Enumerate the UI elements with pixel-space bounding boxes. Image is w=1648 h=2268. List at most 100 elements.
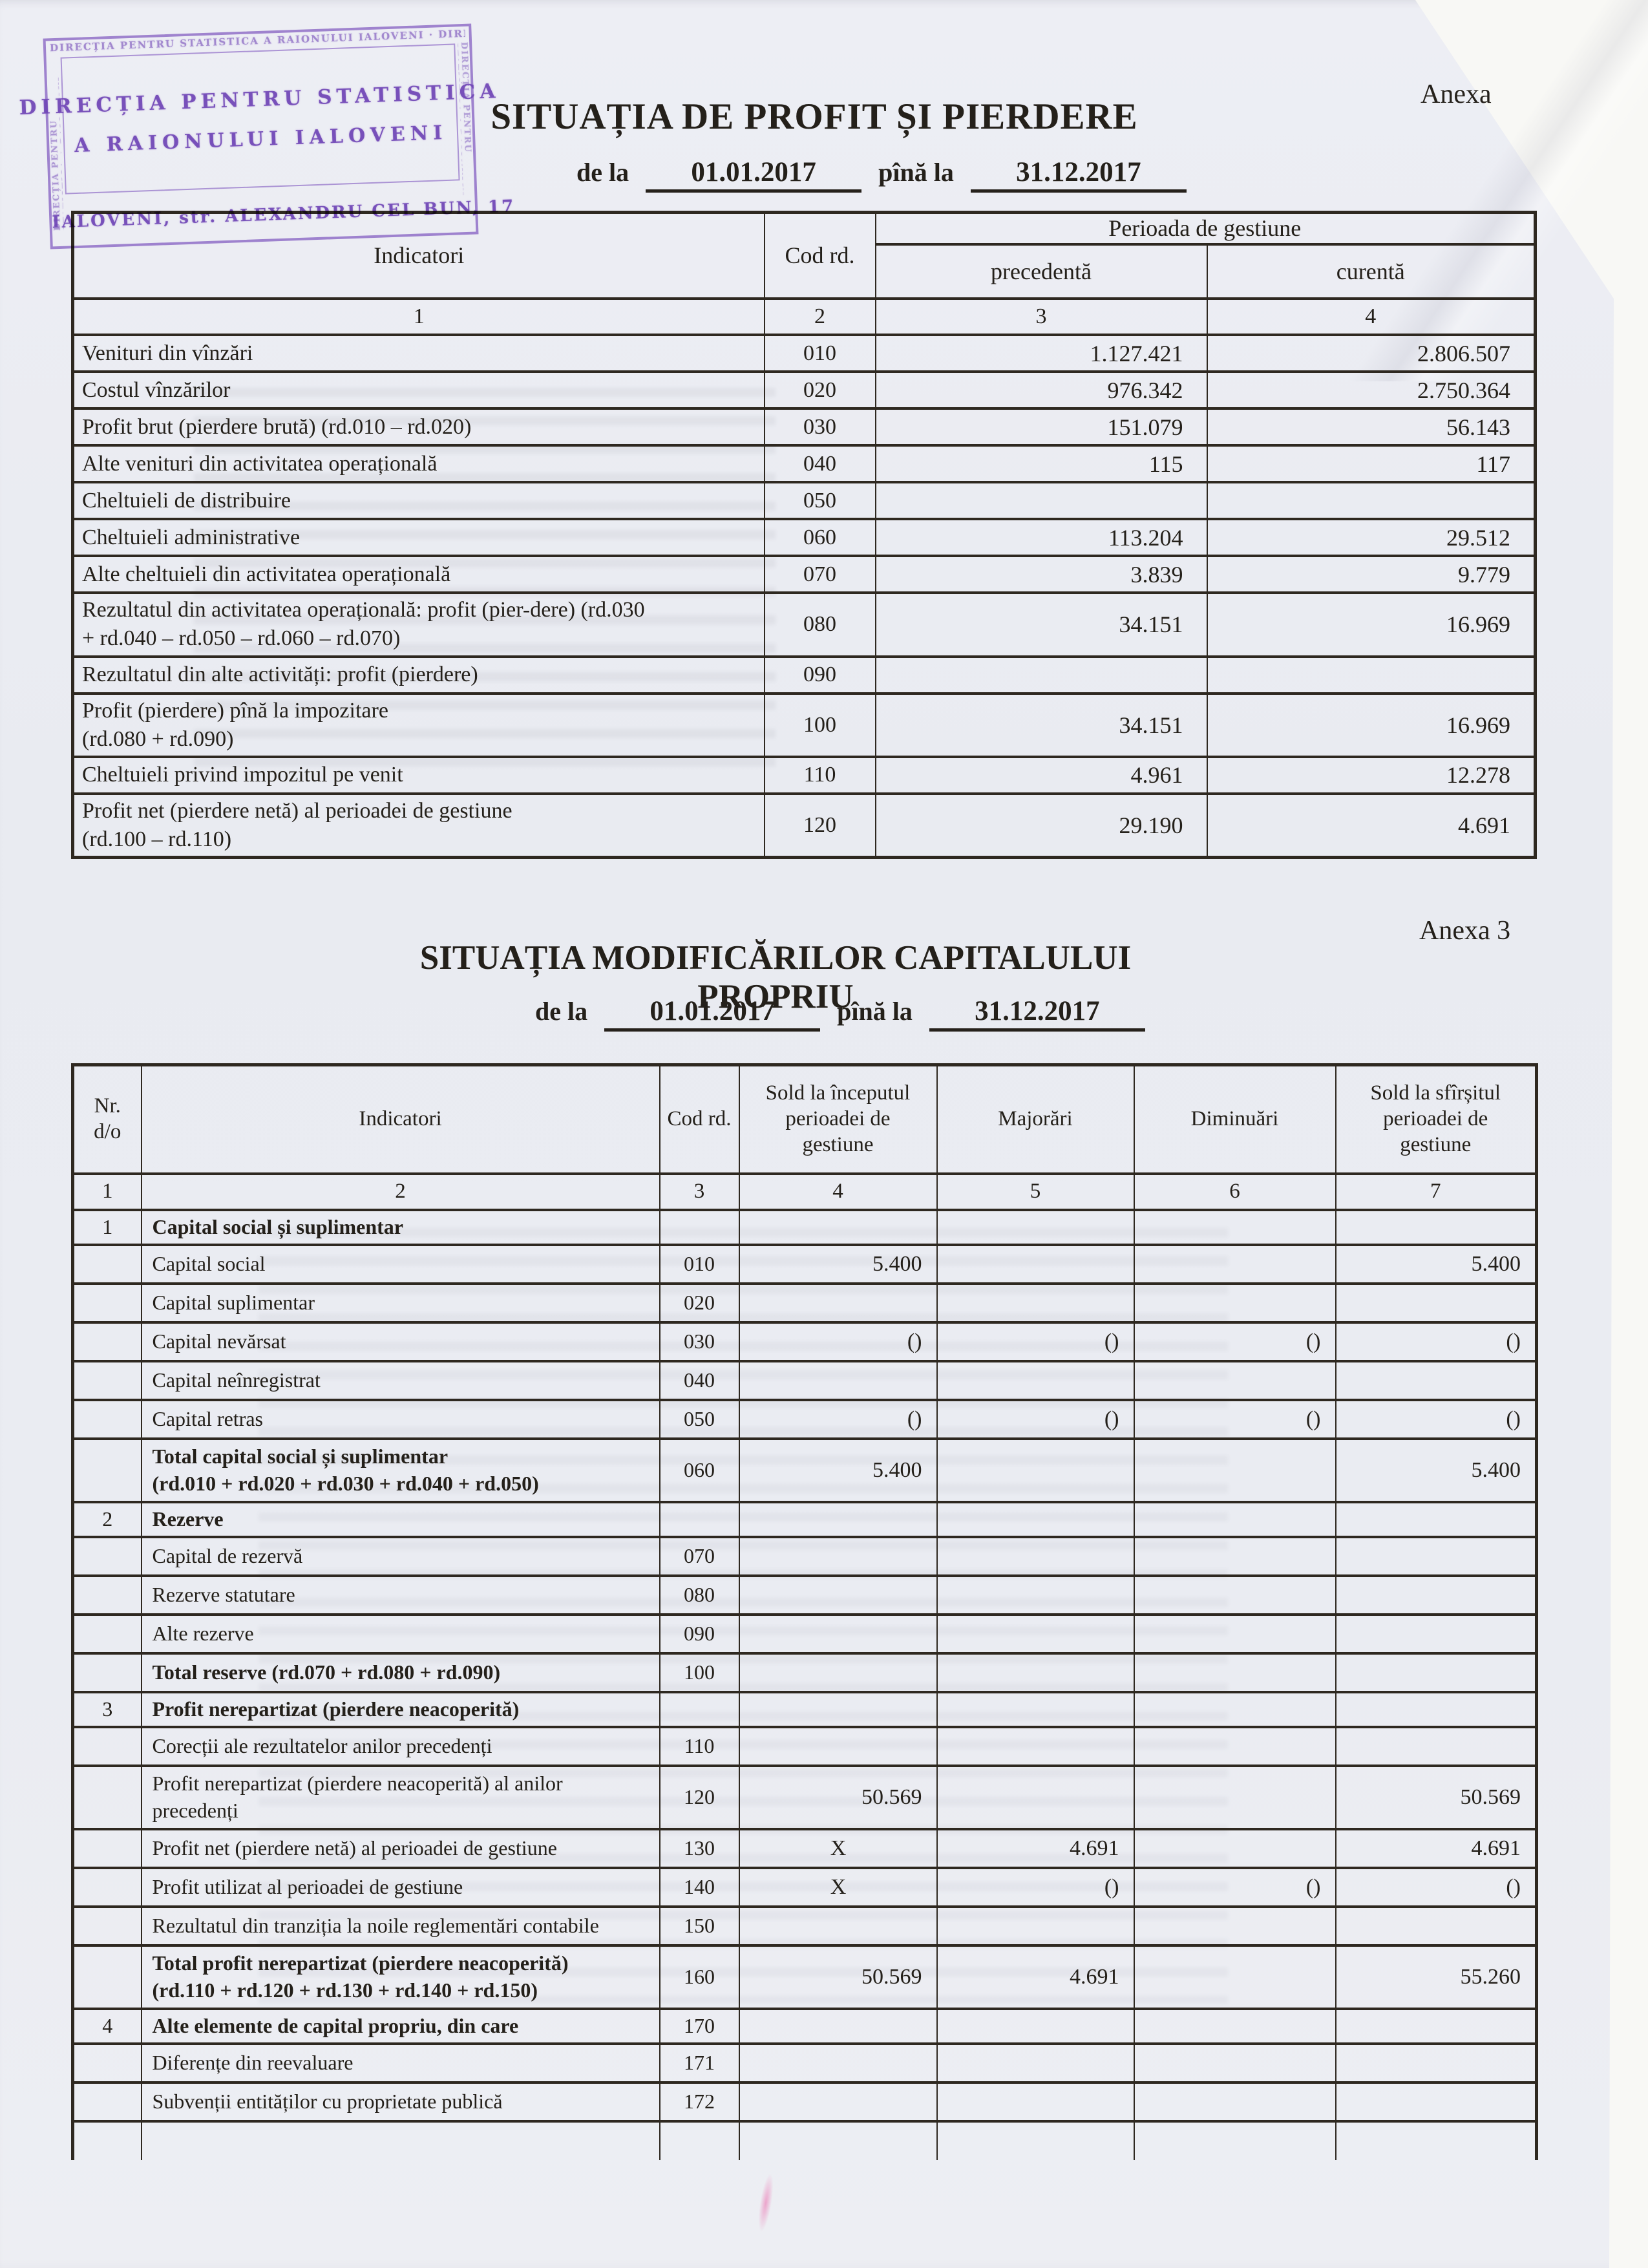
- indicator-cell: Alte cheltuieli din activitatea operațio…: [72, 555, 765, 595]
- prev-value-cell: 151.079: [874, 408, 1208, 447]
- indicator-cell: Profit net (pierdere netă) al perioadei …: [72, 792, 765, 859]
- indicator-cell: Corecții ale rezultatelor anilor precede…: [140, 1726, 660, 1767]
- curr-value-cell: 16.969: [1206, 592, 1536, 658]
- diminuari-cell: [1133, 2081, 1336, 2123]
- prev-value-cell: 4.961: [874, 756, 1208, 795]
- stamp-inner-frame: DIRECȚIA PENTRU STATISTICA A RAIONULUI I…: [19, 43, 500, 195]
- table-row: 3 Profit nerepartizat (pierdere neacoperi…: [72, 1691, 1537, 1728]
- row-number-cell: [72, 1282, 142, 1324]
- row-number-cell: 4: [72, 2008, 142, 2045]
- code-cell: 060: [763, 518, 876, 558]
- sold-start-cell: (): [738, 1399, 938, 1440]
- indicator-cell: Profit brut (pierdere brută) (rd.010 – r…: [72, 408, 765, 447]
- row-number-cell: [72, 1321, 142, 1362]
- code-cell: 080: [659, 1574, 740, 1616]
- sold-end-cell: [1335, 1574, 1537, 1616]
- table-row: Capital suplimentar 020: [72, 1282, 1537, 1324]
- code-cell: [659, 1501, 740, 1538]
- table-row: Capital retras 050()()()(): [72, 1399, 1537, 1440]
- prev-value-cell: 976.342: [874, 371, 1208, 410]
- sold-end-cell: [1335, 1360, 1537, 1401]
- sold-start-cell: 5.400: [738, 1437, 938, 1503]
- table-row: Cheltuieli privind impozitul pe venit 110…: [72, 756, 1536, 795]
- indicator-cell: Costul vînzărilor: [72, 371, 765, 410]
- curr-value-cell: [1206, 655, 1536, 695]
- diminuari-cell: [1133, 2008, 1336, 2045]
- col-header-sold-end: Sold la sfîrșitul perioadei de gestiune: [1335, 1064, 1537, 1175]
- code-cell: 070: [659, 1536, 740, 1577]
- stub-cell: [738, 2120, 938, 2160]
- diminuari-cell: [1133, 1437, 1336, 1503]
- indicator-cell: Total reserve (rd.070 + rd.080 + rd.090): [140, 1652, 660, 1693]
- diminuari-cell: [1133, 1652, 1336, 1693]
- col-header-sold-start: Sold la începutul perioadei de gestiune: [738, 1064, 938, 1175]
- sold-end-cell: [1335, 1536, 1537, 1577]
- row-number-cell: [72, 1944, 142, 2010]
- row-number-cell: [72, 1867, 142, 1908]
- code-cell: [659, 1691, 740, 1728]
- code-cell: 060: [659, 1437, 740, 1503]
- code-cell: 130: [659, 1828, 740, 1869]
- indicator-cell: Capital nevărsat: [140, 1321, 660, 1362]
- diminuari-cell: [1133, 1282, 1336, 1324]
- diminuari-cell: (): [1133, 1321, 1336, 1362]
- table-row: 1 Capital social și suplimentar: [72, 1209, 1537, 1246]
- majorari-cell: [936, 1282, 1135, 1324]
- indicator-cell: Cheltuieli de distribuire: [72, 482, 765, 521]
- sold-end-cell: (): [1335, 1321, 1537, 1362]
- table-row: Total reserve (rd.070 + rd.080 + rd.090)…: [72, 1652, 1537, 1693]
- indicator-cell: Rezultatul din tranziția la noile reglem…: [140, 1905, 660, 1947]
- sold-start-cell: (): [738, 1321, 938, 1362]
- row-number-cell: [72, 1360, 142, 1401]
- table-row: Capital neînregistrat 040: [72, 1360, 1537, 1401]
- code-cell: 090: [659, 1613, 740, 1655]
- code-cell: 020: [763, 371, 876, 410]
- code-cell: 050: [763, 482, 876, 521]
- majorari-cell: (): [936, 1321, 1135, 1362]
- sold-end-cell: [1335, 1726, 1537, 1767]
- majorari-cell: [936, 1613, 1135, 1655]
- code-cell: 120: [659, 1765, 740, 1830]
- prev-value-cell: [874, 482, 1208, 521]
- equity-changes-table: Nr. d/o Indicatori Cod rd. Sold la încep…: [71, 1063, 1538, 2160]
- diminuari-cell: (): [1133, 1867, 1336, 1908]
- sold-start-cell: [738, 2008, 938, 2045]
- col-number: 1: [72, 1172, 142, 1211]
- indicator-cell: Total profit nerepartizat (pierdere neac…: [140, 1944, 660, 2010]
- sold-start-cell: [738, 1360, 938, 1401]
- sold-start-cell: 50.569: [738, 1944, 938, 2010]
- sold-end-cell: [1335, 1691, 1537, 1728]
- curr-value-cell: [1206, 482, 1536, 521]
- curr-value-cell: 4.691: [1206, 792, 1536, 859]
- col-number: 4: [1206, 298, 1536, 337]
- indicator-cell: Alte elemente de capital propriu, din ca…: [140, 2008, 660, 2045]
- row-number-cell: [72, 2042, 142, 2084]
- table-row: Diferențe din reevaluare 171: [72, 2042, 1537, 2084]
- sold-start-cell: X: [738, 1828, 938, 1869]
- sold-end-cell: 5.400: [1335, 1244, 1537, 1285]
- col-header-curenta: curentă: [1206, 244, 1536, 301]
- code-cell: 030: [659, 1321, 740, 1362]
- code-cell: 070: [763, 555, 876, 595]
- indicator-cell: Capital social și suplimentar: [140, 1209, 660, 1246]
- diminuari-cell: [1133, 1501, 1336, 1538]
- code-cell: 100: [659, 1652, 740, 1693]
- table-row: Rezultatul din activitatea operațională:…: [72, 592, 1536, 658]
- sold-start-cell: [738, 2081, 938, 2123]
- sold-start-cell: 5.400: [738, 1244, 938, 1285]
- row-number-cell: [72, 1828, 142, 1869]
- diminuari-cell: [1133, 1209, 1336, 1246]
- table-row: Alte venituri din activitatea operaționa…: [72, 445, 1536, 484]
- stub-cell: [140, 2120, 660, 2160]
- diminuari-cell: [1133, 1360, 1336, 1401]
- annex-label-3: Anexa 3: [1419, 916, 1511, 946]
- code-cell: 030: [763, 408, 876, 447]
- table-row: Profit net (pierdere netă) al perioadei …: [72, 792, 1536, 859]
- stub-cell: [936, 2120, 1135, 2160]
- prev-value-cell: 113.204: [874, 518, 1208, 558]
- indicator-cell: Capital retras: [140, 1399, 660, 1440]
- diminuari-cell: [1133, 1613, 1336, 1655]
- sold-start-cell: [738, 2042, 938, 2084]
- from-label: de la: [576, 158, 629, 187]
- indicator-cell: Subvenții entităților cu proprietate pub…: [140, 2081, 660, 2123]
